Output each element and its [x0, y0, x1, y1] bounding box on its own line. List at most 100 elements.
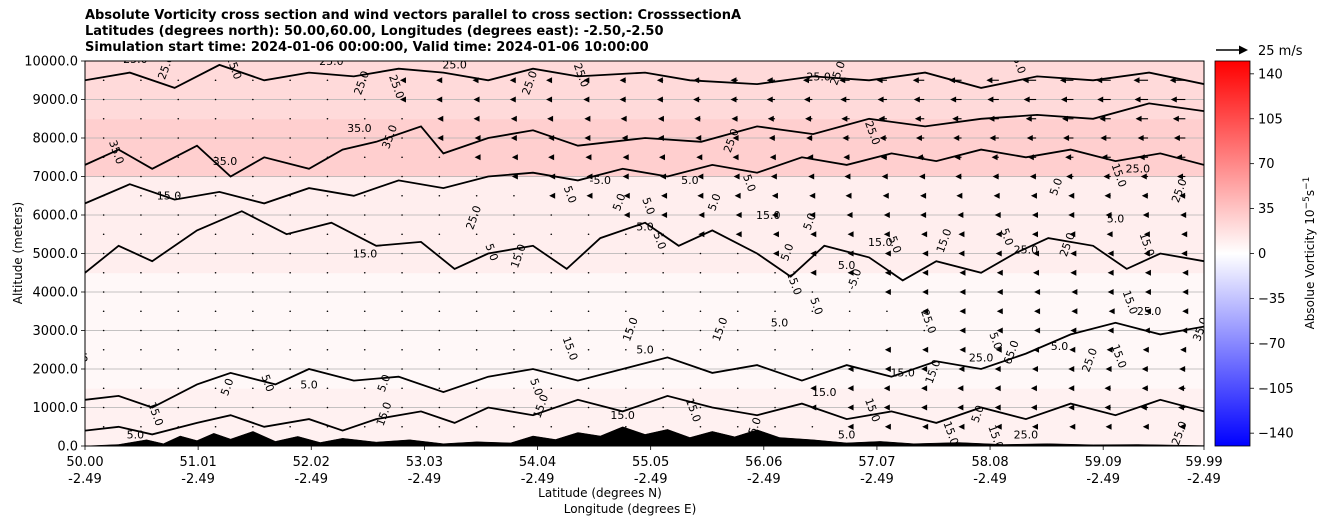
vorticity-band-4 [85, 61, 1204, 120]
wind-vector-head [473, 115, 480, 122]
x-tick-label-lon: -2.49 [408, 472, 442, 487]
wind-vector-head [1182, 289, 1189, 295]
wind-vector-head [1063, 135, 1070, 141]
contour-label: 5.0 [636, 344, 654, 357]
wind-vector [326, 117, 329, 120]
wind-vector [550, 252, 553, 255]
contour-label: 25.0 [1014, 244, 1039, 257]
wind-vector [811, 291, 814, 293]
wind-vector-head [883, 231, 890, 238]
wind-vector-head [548, 154, 555, 161]
wind-vector-head [1107, 289, 1114, 295]
wind-vector [587, 271, 590, 274]
wind-vector [177, 368, 180, 370]
wind-vector [140, 194, 142, 197]
wind-vector [326, 79, 329, 82]
wind-vector-head [1034, 327, 1041, 334]
wind-vector [401, 252, 403, 255]
wind-vector [326, 329, 329, 332]
wind-vector [587, 329, 590, 332]
wind-vector-head [1068, 366, 1075, 372]
wind-vector-head [921, 366, 928, 372]
wind-vector [177, 252, 180, 255]
contour-label: 5.0 [218, 377, 236, 398]
wind-vector [214, 175, 217, 178]
wind-vector [736, 291, 739, 293]
y-tick-label: 5000.0 [33, 247, 79, 262]
wind-vector [699, 387, 702, 390]
wind-vector-head [546, 77, 553, 84]
wind-vector-head [958, 250, 965, 257]
wind-vector-head [399, 77, 406, 84]
wind-vector-head [437, 135, 444, 141]
wind-vector [177, 329, 180, 332]
wind-vector-head [730, 77, 737, 84]
wind-vector [140, 348, 142, 351]
wind-vector-head [986, 77, 993, 84]
wind-vector [177, 156, 180, 159]
wind-vector [363, 387, 366, 390]
wind-vector [774, 291, 776, 293]
wind-vector [699, 310, 702, 313]
wind-vector-head [1033, 269, 1040, 276]
wind-vector-head [772, 250, 779, 257]
wind-vector [550, 425, 553, 428]
wind-vector-head [730, 96, 737, 103]
wind-vector-head [957, 212, 964, 218]
wind-vector [102, 233, 105, 236]
wind-vector-head [1134, 96, 1141, 103]
wind-vector-head [1030, 385, 1037, 392]
wind-vector [513, 406, 515, 409]
wind-vector-head [809, 192, 816, 199]
wind-vector [438, 425, 441, 428]
wind-vector-head [697, 173, 704, 180]
contour-line [85, 394, 1204, 436]
wind-vector-head [1105, 212, 1112, 218]
wind-vector [550, 271, 553, 274]
contour-label: 5.0 [838, 259, 856, 272]
wind-vector-head [698, 231, 705, 238]
wind-vector-head [882, 192, 889, 199]
x-tick-label-lat: 58.08 [971, 455, 1008, 470]
wind-vector-head [657, 115, 664, 122]
wind-vector [774, 271, 776, 274]
wind-vector-head [1069, 423, 1076, 430]
wind-vector [289, 137, 291, 139]
wind-vector-head [1179, 423, 1186, 430]
wind-vector [774, 425, 776, 428]
wind-vector [811, 368, 814, 370]
wind-vector-head [619, 96, 626, 103]
colorbar-tick-label: 0 [1258, 247, 1266, 262]
wind-vector [140, 368, 142, 370]
wind-vector [252, 79, 254, 82]
wind-vector [326, 137, 329, 139]
wind-vector [102, 348, 105, 351]
colorbar-tick-label: 105 [1258, 112, 1283, 127]
wind-vector-head [1099, 115, 1106, 122]
wind-vector [252, 368, 254, 370]
wind-vector [102, 368, 105, 370]
wind-vector-head [881, 173, 888, 180]
wind-vector [326, 233, 329, 236]
wind-vector-head [1029, 173, 1036, 180]
contour-label: 15.0 [157, 190, 182, 203]
contour-label: 5.0 [482, 242, 500, 263]
wind-vector-head [993, 192, 1000, 199]
colorbar-label-base: Absolue Vorticity 10 [1303, 209, 1317, 329]
wind-vector-head [1177, 173, 1184, 180]
wind-vector-head [1030, 192, 1037, 199]
wind-vector-head [1025, 115, 1032, 122]
wind-vector-head [509, 96, 516, 103]
wind-vector-head [919, 173, 926, 180]
wind-vector [252, 214, 254, 216]
x-tick-label-lat: 51.01 [180, 455, 217, 470]
wind-vector [252, 233, 254, 236]
wind-vector [662, 271, 664, 274]
wind-vector [214, 233, 217, 236]
wind-vector-head [623, 212, 630, 218]
wind-vector [736, 425, 739, 428]
wind-vector-head [1173, 135, 1180, 141]
wind-vector-head [1107, 269, 1114, 276]
contour-line [85, 210, 1204, 282]
